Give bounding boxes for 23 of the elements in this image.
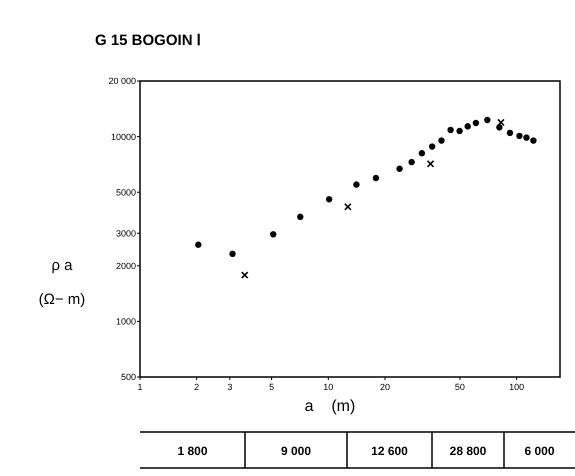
y-tick-label: 10000 [110,132,136,142]
text: 1 800 [177,444,208,458]
text: 9 000 [280,444,312,458]
x-tick-label: 10 [323,382,334,392]
x-tick-label: 20 [380,382,390,392]
y-tick-label: 3000 [116,228,136,238]
x-tick-label: 50 [454,382,465,392]
chart-title: G 15 BOGOIN Ⅰ [95,32,201,49]
y-tick-label: 2000 [116,260,136,271]
x-tick-label: 100 [509,382,524,392]
x-tick-label: 5 [269,382,274,392]
x-tick-label: 2 [194,382,200,392]
y-axis-title: ρ a (Ω− m) [38,257,86,308]
x-tick-label: 1 [137,382,143,392]
x-axis-title: a (m) [304,398,356,415]
y-tick-label: 20 000 [108,76,136,86]
text: 12 600 [371,444,408,458]
y-tick-label: 5000 [116,187,136,198]
text: 28 800 [450,444,487,458]
y-tick-label: 500 [120,372,136,382]
text: 6 000 [524,444,555,458]
y-tick-label: 1000 [116,316,136,327]
x-tick-label: 3 [227,382,232,392]
